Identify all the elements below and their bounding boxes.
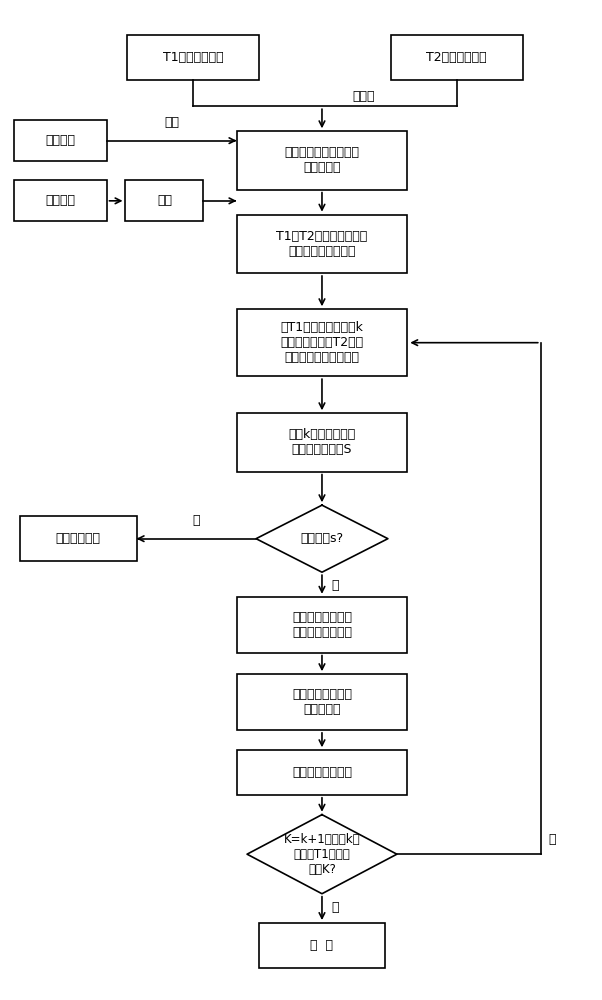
Text: T2时刻遥感影像: T2时刻遥感影像	[426, 51, 487, 64]
Text: T1时刻遥感影像: T1时刻遥感影像	[163, 51, 223, 64]
FancyBboxPatch shape	[391, 35, 523, 80]
Text: T1、T2掩膜（不同颜色
代表不同地物类别）: T1、T2掩膜（不同颜色 代表不同地物类别）	[276, 230, 368, 258]
Text: 否: 否	[548, 833, 556, 846]
Text: 小于阈值s?: 小于阈值s?	[300, 532, 344, 545]
Text: 掩膜: 掩膜	[157, 194, 172, 207]
FancyBboxPatch shape	[237, 674, 408, 730]
Text: 以T1影像的掩膜中第k
块地物为准，与T2掩膜
对应位置的像素值比较: 以T1影像的掩膜中第k 块地物为准，与T2掩膜 对应位置的像素值比较	[281, 321, 364, 364]
Text: 预处理: 预处理	[353, 90, 375, 103]
Polygon shape	[256, 505, 388, 572]
FancyBboxPatch shape	[259, 923, 385, 968]
FancyBboxPatch shape	[237, 597, 408, 653]
FancyBboxPatch shape	[237, 215, 408, 273]
FancyBboxPatch shape	[237, 413, 408, 472]
Text: 矢量数据: 矢量数据	[45, 194, 75, 207]
Text: 没有发生变化: 没有发生变化	[55, 532, 101, 545]
Text: 是: 是	[331, 901, 338, 914]
FancyBboxPatch shape	[14, 180, 107, 221]
Text: 基于深度学习的影像语
义分割模型: 基于深度学习的影像语 义分割模型	[285, 146, 359, 174]
Text: 是: 是	[193, 514, 200, 527]
Polygon shape	[247, 815, 397, 894]
Text: 遥感影像: 遥感影像	[45, 134, 75, 147]
FancyBboxPatch shape	[125, 180, 203, 221]
Text: 训练: 训练	[164, 116, 179, 129]
Text: 统计k地块内发生变
化的像素点个数S: 统计k地块内发生变 化的像素点个数S	[288, 428, 356, 456]
Text: 变化内容描述语句: 变化内容描述语句	[292, 766, 352, 779]
FancyBboxPatch shape	[127, 35, 259, 80]
FancyBboxPatch shape	[237, 131, 408, 190]
Text: 结  束: 结 束	[311, 939, 334, 952]
Text: 基于语句模板的语
言描述模型: 基于语句模板的语 言描述模型	[292, 688, 352, 716]
FancyBboxPatch shape	[237, 750, 408, 795]
FancyBboxPatch shape	[20, 516, 137, 561]
FancyBboxPatch shape	[14, 120, 107, 161]
Text: 根据颜色标签获取
变化前后地物类别: 根据颜色标签获取 变化前后地物类别	[292, 611, 352, 639]
FancyBboxPatch shape	[237, 309, 408, 376]
Text: K=k+1，判断k是
否大于T1的总地
块数K?: K=k+1，判断k是 否大于T1的总地 块数K?	[284, 833, 360, 876]
Text: 否: 否	[331, 579, 338, 592]
